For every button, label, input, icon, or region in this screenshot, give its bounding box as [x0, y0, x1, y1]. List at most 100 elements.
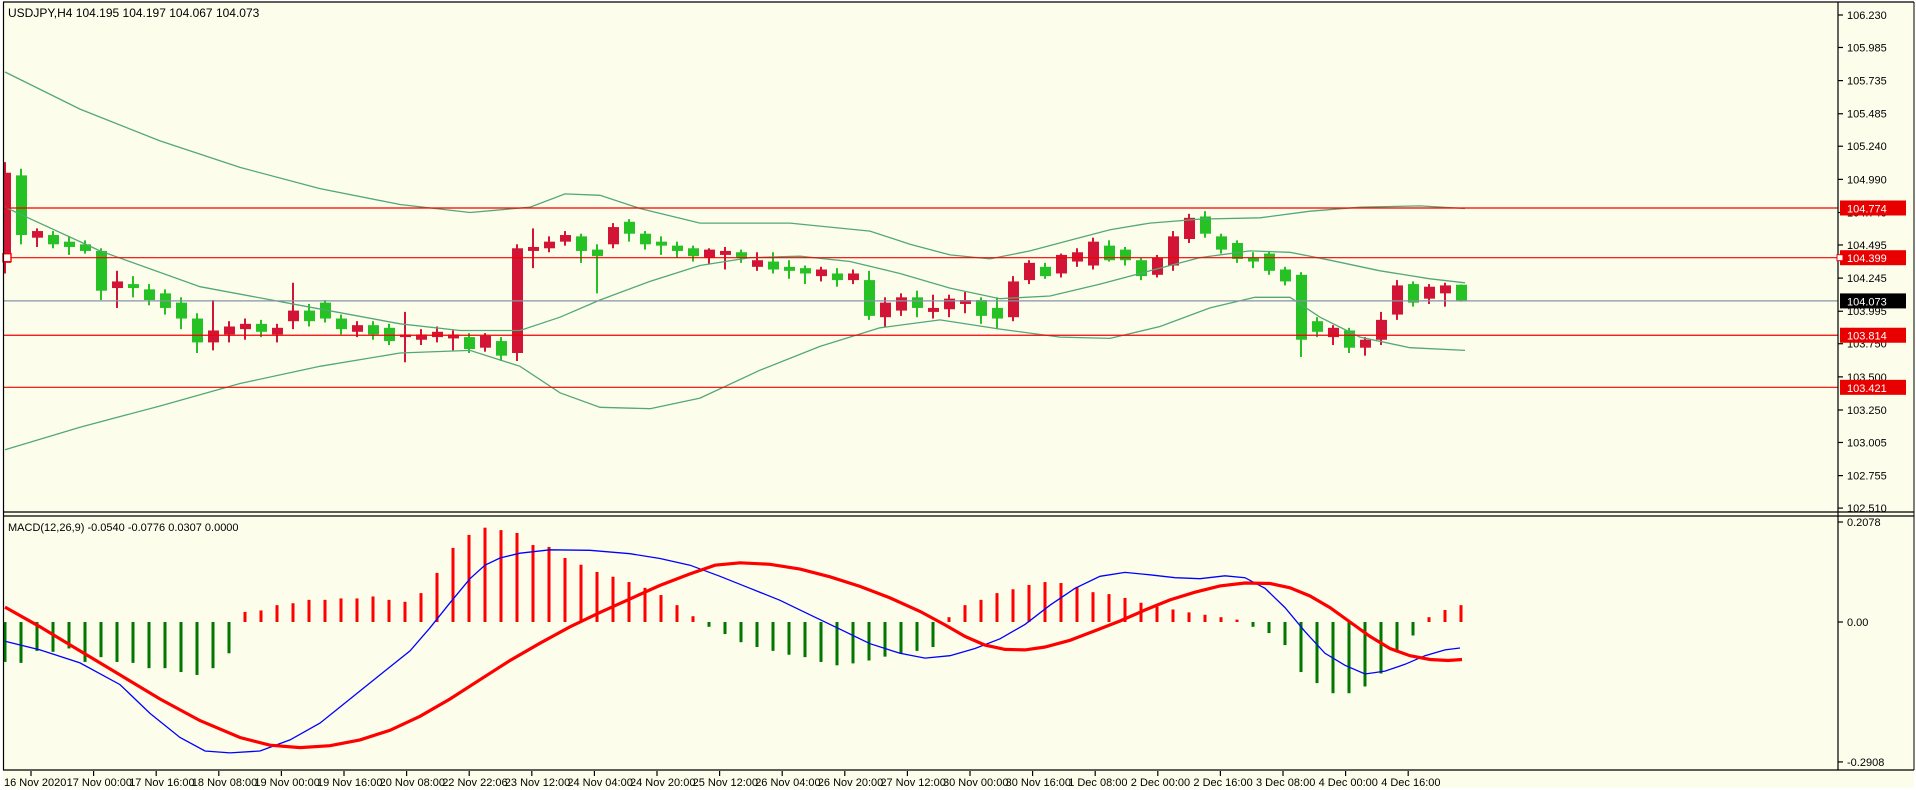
candle — [1104, 240, 1115, 262]
macd-histogram-bar — [707, 622, 711, 627]
macd-histogram-bar — [387, 599, 391, 622]
candle-body — [544, 241, 555, 249]
candle-wick — [932, 294, 934, 319]
candle-body — [32, 231, 43, 238]
macd-histogram-bar — [883, 622, 887, 657]
candle — [1376, 311, 1387, 346]
candle — [1120, 246, 1131, 266]
macd-histogram-bar — [1091, 592, 1095, 622]
candle — [384, 323, 395, 346]
candle — [224, 321, 235, 343]
candle-body — [592, 249, 603, 257]
time-tick-label: 24 Nov 04:00 — [567, 777, 632, 789]
macd-histogram-bar — [1027, 584, 1031, 622]
macd-histogram-bar — [1363, 622, 1367, 687]
candle — [784, 260, 795, 279]
macd-histogram-bar — [131, 622, 135, 663]
candle-body — [1296, 274, 1307, 340]
candle-body — [192, 318, 203, 343]
bollinger-middle-band — [4, 206, 1466, 332]
bollinger-upper-band — [4, 71, 1466, 260]
candle — [240, 318, 251, 340]
candle-body — [912, 297, 923, 308]
candle-body — [96, 250, 107, 291]
macd-histogram-bar — [67, 622, 71, 649]
candle — [288, 282, 299, 330]
macd-histogram-bar — [1411, 622, 1415, 636]
candle-body — [464, 337, 475, 350]
macd-histogram-bar — [819, 622, 823, 662]
candle-body — [640, 233, 651, 245]
candle-body — [944, 298, 955, 310]
candle — [448, 330, 459, 351]
macd-histogram-bar — [771, 622, 775, 651]
candle-body — [256, 323, 267, 332]
candle — [1264, 250, 1275, 275]
candle — [48, 231, 59, 249]
macd-histogram-bar — [291, 603, 295, 622]
macd-line — [4, 549, 1461, 754]
macd-histogram-bar — [1427, 617, 1431, 622]
price-level-badge-label: 103.814 — [1847, 331, 1887, 343]
time-tick-label: 3 Dec 08:00 — [1256, 777, 1315, 789]
candle-body — [112, 281, 123, 289]
time-tick-label: 17 Nov 00:00 — [67, 777, 132, 789]
macd-histogram-bar — [1267, 622, 1271, 634]
candle — [928, 294, 939, 319]
pane-divider[interactable] — [3, 511, 1914, 517]
candle-body — [976, 299, 987, 316]
chart-background — [3, 2, 1914, 788]
candle — [1424, 284, 1435, 304]
candle — [1216, 233, 1227, 254]
time-tick-label: 27 Nov 12:00 — [880, 777, 945, 789]
candle — [208, 299, 219, 351]
price-tick-label: 104.495 — [1847, 240, 1887, 252]
price-axis[interactable]: 106.230 105.985 105.735 105.485 105.240 104.9… — [1836, 10, 1906, 515]
time-tick-label: 2 Dec 00:00 — [1131, 777, 1190, 789]
candle-body — [576, 236, 587, 251]
candle — [1344, 327, 1355, 354]
price-tick-label: 105.485 — [1847, 109, 1887, 121]
candle — [1232, 240, 1243, 263]
time-tick-label: 25 Nov 12:00 — [693, 777, 758, 789]
candle-body — [240, 323, 251, 330]
candle — [1152, 254, 1163, 278]
candle — [1040, 262, 1051, 279]
macd-histogram-bar — [1299, 622, 1303, 673]
hline-drag-handle[interactable] — [2, 252, 12, 263]
candle-body — [80, 244, 91, 251]
candle — [368, 321, 379, 340]
price-level-badge-label: 104.073 — [1847, 296, 1887, 308]
candle — [336, 314, 347, 335]
candle-wick — [452, 330, 454, 351]
candle — [496, 337, 507, 361]
candle — [1312, 317, 1323, 338]
candle-body — [1216, 236, 1227, 250]
macd-histogram-bar — [643, 587, 647, 622]
time-tick-label: 20 Nov 08:00 — [380, 777, 445, 789]
candle — [1008, 276, 1019, 322]
candle-body — [688, 248, 699, 257]
candle — [304, 303, 315, 327]
macd-histogram-bar — [611, 576, 615, 622]
time-tick-label: 4 Dec 00:00 — [1319, 777, 1378, 789]
candle-body — [960, 299, 971, 304]
macd-histogram-bar — [499, 530, 503, 622]
candle-body — [608, 227, 619, 245]
candle-body — [1360, 339, 1371, 348]
candle — [272, 323, 283, 343]
candle — [256, 319, 267, 338]
candle — [1408, 281, 1419, 307]
candle-body — [1280, 269, 1291, 282]
candle — [640, 231, 651, 250]
candle-wick — [212, 299, 214, 351]
candle — [432, 326, 443, 343]
candle-wick — [596, 244, 598, 294]
symbol-title: USDJPY,H4 104.195 104.197 104.067 104.07… — [8, 6, 260, 20]
candle — [624, 219, 635, 242]
candle — [592, 244, 603, 294]
candle — [1392, 280, 1403, 320]
